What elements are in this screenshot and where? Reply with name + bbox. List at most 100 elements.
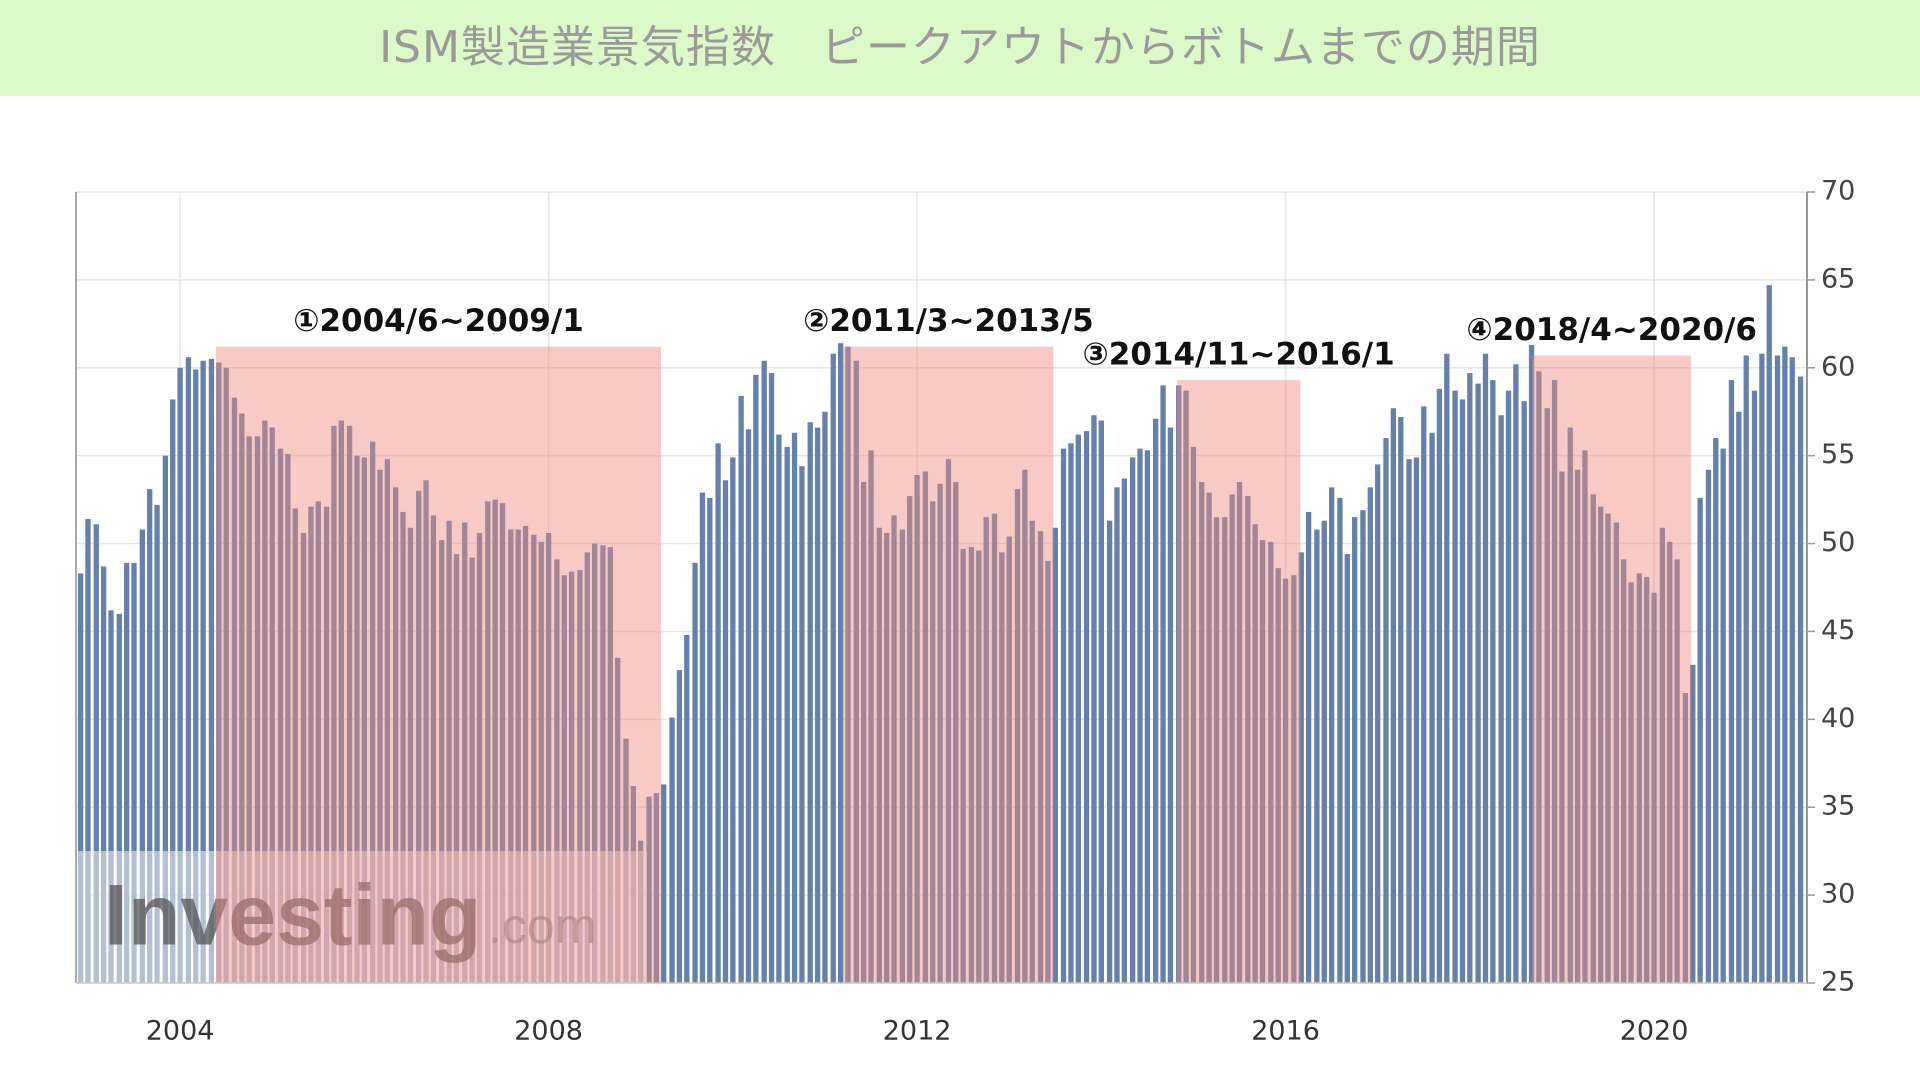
bar — [430, 515, 437, 983]
bar — [615, 657, 621, 983]
bar — [177, 367, 183, 983]
bar — [592, 543, 598, 983]
bar — [185, 357, 192, 984]
bar — [1429, 432, 1435, 983]
bar — [1298, 552, 1304, 983]
bar — [1383, 438, 1389, 984]
bar — [1490, 380, 1496, 983]
bar — [799, 466, 805, 983]
bar — [1459, 399, 1466, 983]
bar — [1789, 357, 1795, 984]
bar — [761, 360, 767, 983]
bar — [1029, 520, 1035, 983]
bar — [730, 457, 736, 983]
bar — [776, 434, 782, 983]
bar — [1574, 469, 1581, 983]
bar — [1167, 427, 1174, 983]
bar — [1022, 469, 1028, 983]
bar — [1121, 478, 1128, 983]
regions: ①2004/6~2009/1 ②2011/3~2013/5③2014/11~201… — [216, 303, 1757, 983]
bar — [1582, 450, 1588, 984]
bar — [300, 533, 307, 983]
bar — [807, 422, 813, 983]
bar — [669, 717, 675, 983]
bar — [323, 506, 330, 983]
bar — [1282, 578, 1289, 983]
bar — [953, 482, 959, 983]
bar — [1567, 427, 1573, 983]
watermark: Investing .com — [77, 851, 647, 983]
bar — [361, 457, 367, 983]
bar — [891, 515, 897, 983]
bar — [1736, 411, 1742, 983]
bar — [1774, 355, 1781, 983]
bar — [1199, 482, 1205, 983]
bar — [515, 529, 521, 983]
bar — [1114, 487, 1120, 983]
bar — [1467, 373, 1473, 983]
bar — [1091, 415, 1097, 983]
bar — [277, 448, 284, 983]
bar — [1137, 448, 1143, 983]
bar — [439, 540, 445, 983]
bar — [377, 469, 383, 983]
y-tick-label: 60 — [1821, 351, 1855, 382]
x-tick-label: 2016 — [1251, 1016, 1320, 1047]
bar — [93, 524, 99, 983]
bar — [899, 529, 906, 983]
bar — [646, 796, 652, 983]
bar — [1236, 482, 1243, 983]
bar — [1621, 559, 1627, 983]
bar — [1367, 487, 1373, 983]
bar — [584, 552, 590, 983]
bar — [1636, 573, 1642, 983]
bar — [1291, 575, 1297, 983]
period-label: ④2018/4~2020/6 — [1466, 312, 1757, 348]
bar — [1352, 517, 1358, 983]
bar — [1797, 376, 1804, 984]
bar — [707, 497, 713, 983]
bar — [423, 480, 429, 983]
bar — [331, 425, 337, 984]
bar — [246, 436, 252, 983]
y-tick-label: 65 — [1821, 263, 1855, 294]
y-tick-label: 35 — [1821, 791, 1855, 822]
bar — [1766, 285, 1772, 983]
bar — [262, 420, 268, 983]
bar — [1759, 353, 1765, 983]
bar — [930, 501, 936, 983]
bar — [124, 562, 130, 983]
bar — [1628, 582, 1634, 983]
bar — [738, 395, 744, 983]
y-tick-label: 50 — [1821, 527, 1855, 558]
period-region — [1176, 380, 1301, 983]
bar — [1045, 561, 1051, 983]
bar — [1098, 420, 1104, 983]
bar — [1344, 554, 1350, 983]
x-tick-label: 2004 — [146, 1016, 215, 1047]
bar — [1728, 380, 1735, 983]
bar — [216, 362, 222, 983]
bar — [1559, 471, 1565, 983]
period-label: ②2011/3~2013/5 — [803, 303, 1094, 339]
bar — [492, 499, 498, 983]
y-tick-label: 25 — [1821, 967, 1855, 998]
bar — [868, 450, 874, 984]
bar — [676, 670, 683, 983]
bar — [1452, 390, 1458, 983]
bar — [1720, 448, 1726, 983]
bar — [1014, 489, 1021, 983]
bar — [1743, 355, 1749, 983]
bar — [1106, 520, 1113, 983]
bar — [508, 529, 514, 983]
bar — [1751, 390, 1758, 983]
bar — [1176, 385, 1182, 983]
period-region — [843, 346, 1054, 983]
watermark-suffix: .com — [488, 898, 596, 954]
bar — [814, 427, 821, 983]
bar — [1052, 527, 1058, 983]
bar — [1190, 446, 1197, 983]
bar — [1229, 494, 1235, 983]
bar — [922, 471, 929, 983]
